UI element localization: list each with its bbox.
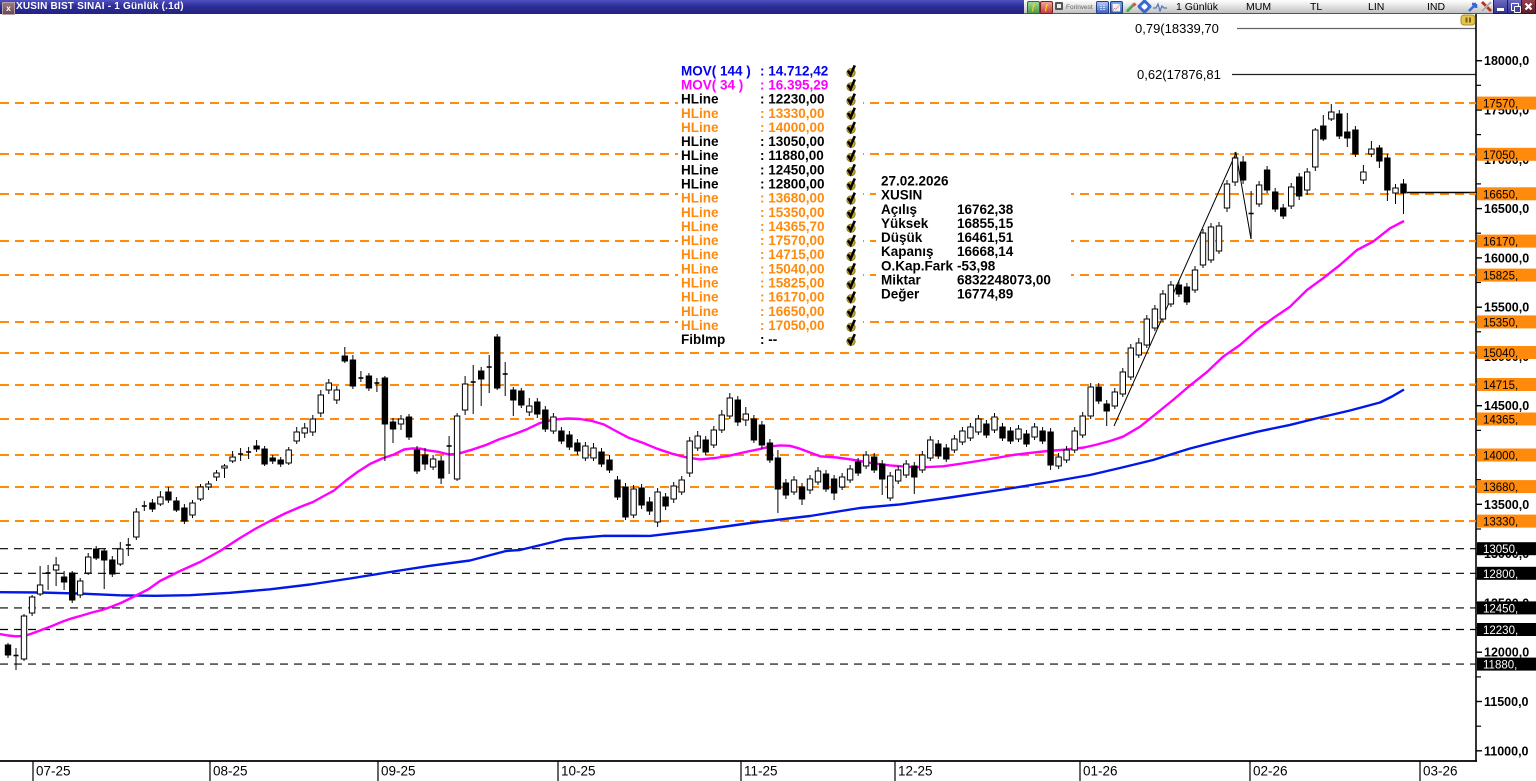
svg-text:: 15825,00: : 15825,00 [760, 276, 825, 291]
svg-text:-53,98: -53,98 [957, 258, 996, 273]
svg-text:HLine: HLine [681, 261, 719, 276]
svg-text:HLine: HLine [681, 148, 719, 163]
svg-text:16668,14: 16668,14 [957, 244, 1014, 259]
svg-text:HLine: HLine [681, 205, 719, 220]
svg-text:11880,: 11880, [1483, 660, 1517, 672]
svg-text:: 16650,00: : 16650,00 [760, 304, 825, 319]
svg-text:Miktar: Miktar [881, 273, 922, 288]
svg-text:HLine: HLine [681, 106, 719, 121]
svg-text:16500,0: 16500,0 [1484, 202, 1529, 216]
svg-text:HLine: HLine [681, 318, 719, 333]
svg-text:: 12800,00: : 12800,00 [760, 177, 825, 192]
svg-text:: 13330,00: : 13330,00 [760, 106, 825, 121]
svg-text:: 17050,00: : 17050,00 [760, 318, 825, 333]
svg-text:12230,: 12230, [1483, 625, 1518, 637]
svg-text:13500,0: 13500,0 [1484, 498, 1529, 512]
svg-text:HLine: HLine [681, 191, 719, 206]
svg-text:HLine: HLine [681, 92, 719, 107]
svg-text:14000,: 14000, [1483, 451, 1518, 463]
svg-text:16855,15: 16855,15 [957, 216, 1014, 231]
svg-text:HLine: HLine [681, 276, 719, 291]
svg-text:13680,: 13680, [1483, 482, 1518, 494]
svg-text:15350,: 15350, [1483, 317, 1518, 329]
svg-text:O.Kap.Fark: O.Kap.Fark [881, 258, 954, 273]
svg-text:: 13050,00: : 13050,00 [760, 134, 825, 149]
svg-text:: 14000,00: : 14000,00 [760, 120, 825, 135]
svg-text:: --: : -- [760, 332, 777, 347]
svg-text:11000,0: 11000,0 [1484, 744, 1529, 758]
svg-text:14500,0: 14500,0 [1484, 399, 1529, 413]
svg-text:: 16.395,29: : 16.395,29 [760, 78, 828, 93]
svg-text:03-26: 03-26 [1423, 764, 1458, 779]
svg-text:XUSIN: XUSIN [881, 188, 922, 203]
svg-text:: 14.712,42: : 14.712,42 [760, 63, 828, 78]
svg-text:12000,0: 12000,0 [1484, 646, 1529, 660]
svg-text:: 12450,00: : 12450,00 [760, 162, 825, 177]
svg-text:27.02.2026: 27.02.2026 [881, 174, 949, 189]
svg-text:HLine: HLine [681, 233, 719, 248]
svg-text:: 13680,00: : 13680,00 [760, 191, 825, 206]
svg-text:16461,51: 16461,51 [957, 230, 1014, 245]
svg-text:11-25: 11-25 [744, 764, 778, 779]
svg-text:MOV( 34 ): MOV( 34 ) [681, 78, 743, 93]
svg-text:: 15350,00: : 15350,00 [760, 205, 825, 220]
svg-text:17050,: 17050, [1483, 150, 1518, 162]
svg-text:0,79(18339,70: 0,79(18339,70 [1135, 21, 1219, 36]
svg-text:HLine: HLine [681, 134, 719, 149]
svg-text:HLine: HLine [681, 304, 719, 319]
svg-text:18000,0: 18000,0 [1484, 54, 1529, 68]
svg-text:17570,: 17570, [1483, 99, 1518, 111]
svg-text:13050,: 13050, [1483, 544, 1518, 556]
svg-text:: 11880,00: : 11880,00 [760, 148, 824, 163]
svg-text:: 12230,00: : 12230,00 [760, 92, 825, 107]
svg-text:11500,0: 11500,0 [1484, 695, 1529, 709]
svg-text:14715,: 14715, [1483, 380, 1518, 392]
svg-text:HLine: HLine [681, 247, 719, 262]
svg-text:09-25: 09-25 [381, 764, 416, 779]
svg-text:15825,: 15825, [1483, 271, 1518, 283]
svg-text:0,62(17876,81: 0,62(17876,81 [1137, 67, 1221, 82]
svg-text:: 15040,00: : 15040,00 [760, 261, 825, 276]
svg-text:02-26: 02-26 [1253, 764, 1288, 779]
svg-text:10-25: 10-25 [561, 764, 596, 779]
svg-text:HLine: HLine [681, 219, 719, 234]
svg-text:12-25: 12-25 [898, 764, 933, 779]
svg-text:14365,: 14365, [1483, 415, 1518, 427]
svg-text:HLine: HLine [681, 120, 719, 135]
svg-text:08-25: 08-25 [213, 764, 248, 779]
svg-text:Düşük: Düşük [881, 230, 923, 245]
svg-text:HLine: HLine [681, 162, 719, 177]
svg-text:: 14715,00: : 14715,00 [760, 247, 825, 262]
svg-text:HLine: HLine [681, 177, 719, 192]
svg-text:16762,38: 16762,38 [957, 202, 1014, 217]
svg-text:16000,0: 16000,0 [1484, 251, 1529, 265]
svg-text:Yüksek: Yüksek [881, 216, 929, 231]
svg-text:HLine: HLine [681, 290, 719, 305]
svg-text:16774,89: 16774,89 [957, 287, 1013, 302]
svg-text:01-26: 01-26 [1083, 764, 1118, 779]
svg-text:16170,: 16170, [1483, 237, 1518, 249]
svg-text:Değer: Değer [881, 287, 920, 302]
svg-text:: 16170,00: : 16170,00 [760, 290, 825, 305]
svg-text:MOV( 144 ): MOV( 144 ) [681, 63, 751, 78]
svg-text:07-25: 07-25 [36, 764, 71, 779]
svg-text:13330,: 13330, [1483, 517, 1518, 529]
svg-text:12450,: 12450, [1483, 603, 1518, 615]
svg-text:Açılış: Açılış [881, 202, 917, 217]
svg-text:15500,0: 15500,0 [1484, 301, 1529, 315]
svg-text:6832248073,00: 6832248073,00 [957, 273, 1051, 288]
svg-text:FibImp: FibImp [681, 332, 725, 347]
svg-text:: 17570,00: : 17570,00 [760, 233, 825, 248]
svg-text:: 14365,70: : 14365,70 [760, 219, 825, 234]
svg-text:16650,: 16650, [1483, 189, 1518, 201]
svg-text:Kapanış: Kapanış [881, 244, 934, 259]
svg-text:12800,: 12800, [1483, 569, 1518, 581]
svg-text:15040,: 15040, [1483, 348, 1518, 360]
